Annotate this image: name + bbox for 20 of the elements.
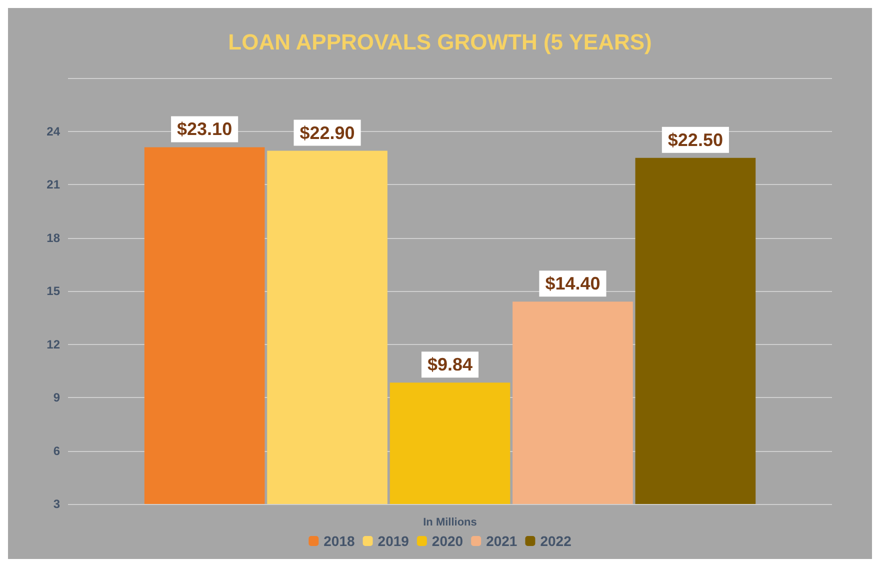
chart-title: LOAN APPROVALS GROWTH (5 YEARS) (228, 30, 652, 54)
y-tick-label: 21 (46, 178, 60, 192)
y-tick-label: 18 (46, 230, 60, 245)
y-tick-label: 24 (46, 124, 60, 138)
y-tick-label: 9 (53, 390, 60, 404)
y-tick-label: 3 (53, 497, 60, 511)
data-label: $22.50 (668, 130, 723, 150)
legend-label: 2020 (432, 533, 464, 549)
legend-label: 2022 (540, 533, 572, 549)
y-tick-label: 12 (46, 337, 60, 352)
x-axis-title: In Millions (423, 516, 477, 528)
y-tick-label: 6 (53, 444, 60, 458)
data-label: $9.84 (427, 354, 473, 375)
data-label: $22.90 (300, 122, 355, 143)
legend-label: 2021 (486, 533, 518, 549)
legend-label: 2019 (378, 533, 410, 549)
y-tick-label: 15 (46, 284, 60, 298)
data-label: $14.40 (545, 274, 600, 294)
legend-label: 2018 (324, 533, 355, 549)
data-label: $23.10 (177, 119, 232, 140)
